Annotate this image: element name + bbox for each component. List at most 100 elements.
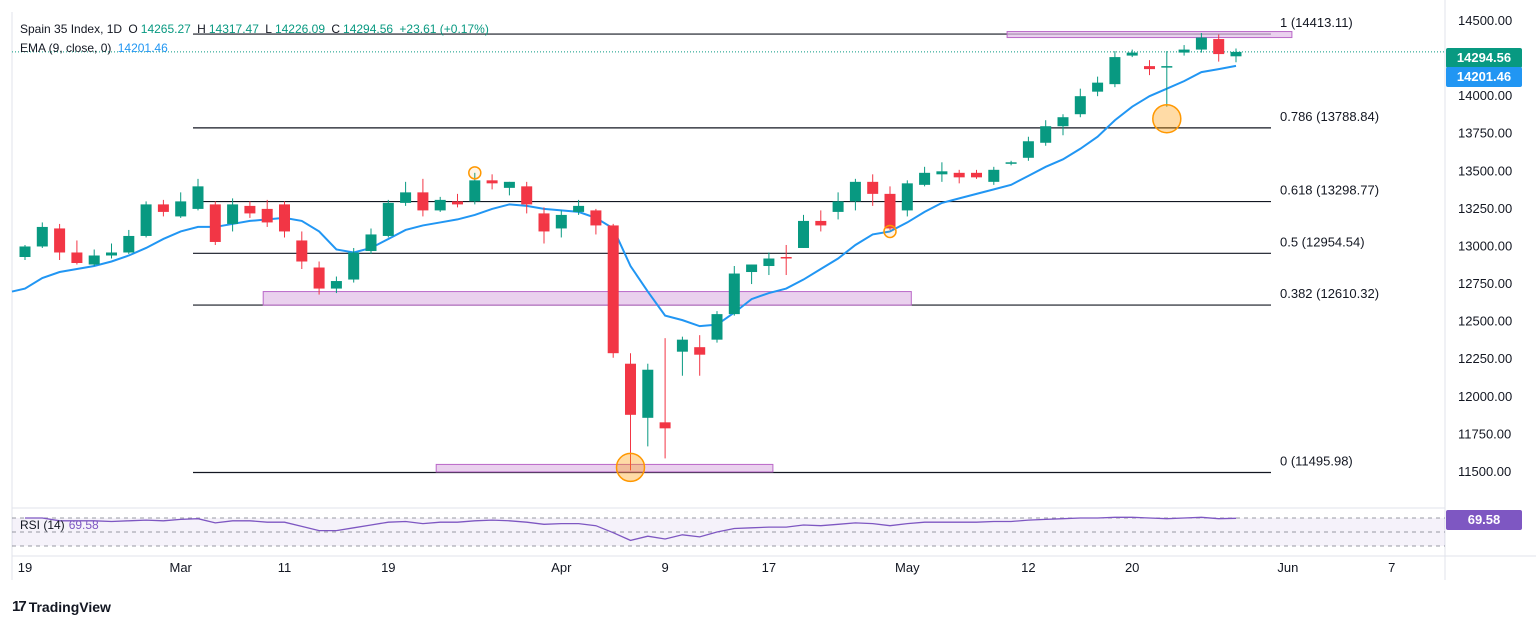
- candle-body: [988, 169, 1000, 182]
- candle: [901, 180, 913, 217]
- candle: [1161, 51, 1173, 107]
- candle-body: [244, 205, 256, 214]
- candle-body: [763, 258, 775, 267]
- candle-body: [365, 234, 377, 251]
- candle: [1126, 49, 1138, 58]
- candle: [728, 266, 740, 316]
- candle: [1230, 48, 1242, 63]
- candle-body: [1195, 37, 1207, 50]
- candle: [19, 244, 31, 261]
- candle: [1092, 76, 1104, 97]
- candle-body: [227, 204, 239, 224]
- highlight-circle: [468, 166, 482, 180]
- price-tick-label: 12500.00: [1458, 314, 1512, 329]
- candle-body: [884, 193, 896, 229]
- candle: [694, 335, 706, 376]
- zone-rect[interactable]: [435, 463, 774, 473]
- candle: [971, 169, 982, 179]
- symbol-title[interactable]: Spain 35 Index, 1D: [20, 22, 123, 36]
- candle-body: [469, 180, 481, 202]
- candle: [607, 223, 619, 358]
- candle: [1178, 45, 1190, 56]
- close-label: C: [331, 22, 341, 36]
- candle-body: [676, 339, 688, 352]
- zone-rect[interactable]: [262, 291, 912, 306]
- candle-body: [330, 281, 342, 289]
- candle-body: [261, 208, 273, 223]
- candle-body: [88, 255, 100, 265]
- candle-body: [919, 172, 931, 185]
- candle: [88, 249, 100, 267]
- change-value: +23.61 (+0.17%): [399, 22, 489, 36]
- candle: [1040, 120, 1052, 146]
- rsi-value-tag: 69.58: [1446, 510, 1522, 530]
- candle: [503, 181, 515, 196]
- price-tick-label: 13250.00: [1458, 201, 1512, 216]
- price-tick-label: 12000.00: [1458, 389, 1512, 404]
- price-axis[interactable]: 11500.00 11750.00 12000.00 12250.00 12500.00…: [1458, 13, 1512, 479]
- time-tick-label: Jun: [1277, 560, 1298, 575]
- last-price-tag: 14294.56: [1446, 48, 1522, 68]
- candle-body: [555, 214, 567, 229]
- price-tick-label: 12750.00: [1458, 276, 1512, 291]
- candle-body: [694, 347, 706, 355]
- ema-legend[interactable]: EMA (9, close, 0) 14201.46: [20, 41, 171, 55]
- highlight-circle: [1152, 103, 1182, 134]
- candle: [54, 223, 66, 261]
- zone-rect[interactable]: [1006, 31, 1293, 39]
- tradingview-name: TradingView: [28, 598, 111, 615]
- candle: [884, 186, 896, 230]
- low-value: 14226.09: [274, 22, 325, 36]
- candle: [106, 243, 117, 259]
- candle: [192, 178, 204, 211]
- support-resistance-zones[interactable]: [262, 31, 1293, 473]
- candle-body: [1161, 66, 1173, 68]
- candle-body: [798, 220, 809, 248]
- candle: [642, 363, 654, 447]
- candle: [798, 214, 809, 248]
- candle-body: [625, 363, 636, 415]
- fib-level-label: 0.382 (12610.32): [1280, 286, 1379, 301]
- candle-body: [711, 314, 723, 340]
- candle: [1213, 34, 1225, 62]
- candle: [434, 196, 446, 212]
- ema-value: 14201.46: [117, 41, 168, 55]
- candle-body: [1074, 96, 1086, 115]
- candle-body: [19, 246, 31, 257]
- candle: [348, 247, 360, 283]
- tradingview-logo[interactable]: 17 TradingView: [12, 598, 111, 615]
- rsi-panel[interactable]: [12, 516, 1445, 547]
- candle: [400, 181, 412, 206]
- candle: [123, 229, 135, 254]
- candle: [330, 276, 342, 294]
- rsi-legend[interactable]: RSI (14) 69.58: [20, 518, 99, 532]
- time-axis[interactable]: 19 Mar 11 19 Apr 9 17 May 12 20 Jun 7: [18, 560, 1396, 575]
- highlight-markers: [468, 103, 1182, 483]
- candle: [209, 201, 221, 245]
- highlight-circle: [883, 224, 897, 239]
- candle: [936, 162, 948, 182]
- candle-body: [607, 225, 619, 354]
- candle-body: [503, 181, 515, 188]
- candle-body: [1178, 49, 1190, 53]
- candle-body: [1109, 57, 1121, 85]
- candle-body: [1213, 39, 1225, 55]
- candle-body: [590, 210, 602, 226]
- rsi-line: [25, 516, 1237, 542]
- candle: [486, 174, 498, 190]
- candle: [244, 201, 256, 218]
- time-tick-label: May: [895, 560, 920, 575]
- candle: [763, 252, 775, 276]
- time-tick-label: Mar: [170, 560, 193, 575]
- candle-body: [400, 192, 412, 203]
- candle: [279, 201, 290, 238]
- candle: [521, 181, 533, 214]
- candle-body: [348, 252, 360, 280]
- fib-level-label: 0.618 (13298.77): [1280, 183, 1379, 198]
- candle-body: [936, 171, 948, 175]
- time-tick-label: 19: [18, 560, 32, 575]
- candle-body: [521, 186, 533, 205]
- candle: [676, 336, 688, 376]
- candle: [780, 244, 792, 276]
